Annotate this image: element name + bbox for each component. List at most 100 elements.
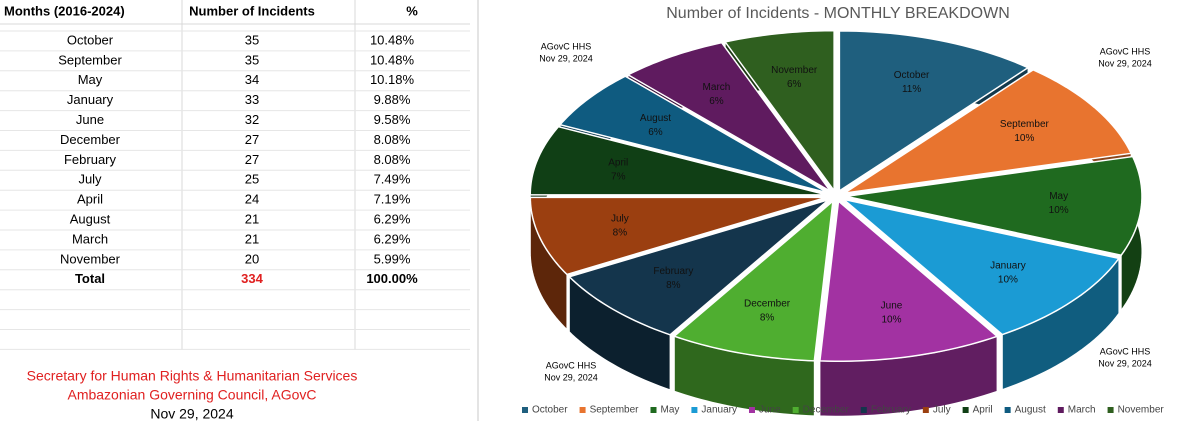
table-cell: 6.29%: [374, 212, 411, 227]
total-cell: 100.00%: [366, 271, 418, 286]
table-cell: 7.49%: [374, 172, 411, 187]
table-cell: 34: [245, 72, 259, 87]
legend-label: August: [1015, 405, 1046, 416]
legend-swatch: [522, 407, 528, 413]
watermark: AGovC HHS: [1100, 346, 1151, 356]
table-cell: 21: [245, 231, 259, 246]
slice-value-label: 10%: [998, 275, 1018, 286]
legend-label: December: [803, 405, 850, 416]
pie: [529, 29, 1143, 417]
legend-swatch: [1057, 407, 1064, 413]
slice-value-label: 10%: [1049, 205, 1069, 216]
table-cell: July: [78, 172, 102, 187]
slice-label: June: [881, 300, 903, 311]
legend-swatch: [691, 407, 698, 413]
watermark: Nov 29, 2024: [1098, 58, 1152, 68]
slice: [529, 196, 827, 276]
table-cell: 7.19%: [374, 192, 411, 207]
slice-label: August: [640, 113, 671, 124]
slice: [626, 41, 832, 193]
table-cell: 10.48%: [370, 32, 415, 47]
table-cell: January: [67, 92, 114, 107]
legend-swatch: [792, 407, 799, 413]
footer-text: Secretary for Human Rights & Humanitaria…: [27, 368, 358, 384]
slice: [529, 125, 827, 196]
total-cell: Total: [75, 271, 105, 286]
table-cell: 21: [245, 212, 259, 227]
legend-label: April: [973, 405, 993, 416]
sheet-grid: [0, 0, 479, 421]
legend-swatch: [860, 407, 867, 413]
table-cell: 6.29%: [374, 231, 411, 246]
slice-label: July: [611, 214, 629, 225]
table-cell: November: [60, 251, 121, 266]
total-cell: 334: [241, 271, 263, 286]
table-cell: 8.08%: [374, 132, 411, 147]
footer-text: Ambazonian Governing Council, AGovC: [67, 387, 316, 403]
table-cell: May: [78, 72, 103, 87]
legend-swatch: [1107, 407, 1114, 413]
table-cell: 10.48%: [370, 52, 415, 67]
table-cell: September: [58, 52, 122, 67]
table-cell: 27: [245, 152, 259, 167]
legend-label: February: [871, 405, 911, 416]
legend-swatch: [579, 407, 586, 413]
slice-label: November: [771, 65, 818, 76]
slice-label: January: [990, 261, 1026, 272]
slice: [845, 155, 1143, 257]
slice: [838, 30, 1030, 193]
table-cell: 35: [245, 52, 259, 67]
slice-value-label: 10%: [881, 314, 901, 325]
slice-value-label: 8%: [760, 312, 775, 323]
slice: [558, 75, 829, 194]
legend-swatch: [650, 407, 657, 413]
slice: [672, 199, 834, 362]
slice-value-label: 6%: [709, 96, 724, 107]
watermark: AGovC HHS: [541, 41, 592, 51]
column-header: %: [406, 3, 418, 18]
legend-label: June: [759, 405, 781, 416]
table-cell: August: [70, 212, 111, 227]
column-header: Number of Incidents: [189, 3, 315, 18]
chart-title: Number of Incidents - MONTHLY BREAKDOWN: [666, 5, 1010, 22]
table-cell: 9.58%: [374, 112, 411, 127]
legend-label: July: [933, 405, 951, 416]
legend-label: January: [701, 405, 737, 416]
legend-label: March: [1068, 405, 1096, 416]
slice-value-label: 7%: [611, 171, 626, 182]
table-cell: June: [76, 112, 104, 127]
table-cell: 35: [245, 32, 259, 47]
slice-value-label: 6%: [787, 79, 802, 90]
table-cell: 5.99%: [374, 251, 411, 266]
slice-value-label: 10%: [1014, 133, 1034, 144]
footer-text: Nov 29, 2024: [150, 406, 233, 421]
slice-label: May: [1049, 191, 1068, 202]
legend-label: October: [532, 405, 568, 416]
legend-swatch: [1004, 407, 1011, 413]
slice-label: April: [608, 157, 628, 168]
watermark: Nov 29, 2024: [544, 372, 598, 382]
slice-value-label: 11%: [902, 84, 921, 95]
table-cell: 20: [245, 251, 259, 266]
table-cell: March: [72, 231, 108, 246]
table-cell: April: [77, 192, 103, 207]
legend-label: May: [661, 405, 680, 416]
legend-swatch: [922, 407, 929, 413]
legend-swatch: [962, 407, 969, 413]
slice-value-label: 6%: [648, 127, 663, 138]
legend-label: September: [590, 405, 640, 416]
slice: [723, 29, 835, 193]
slice: [819, 199, 999, 362]
slice-label: December: [744, 298, 791, 309]
slice-label: February: [653, 266, 693, 277]
slice-label: October: [894, 70, 930, 81]
table-cell: 24: [245, 192, 259, 207]
table-cell: 25: [245, 172, 259, 187]
table-cell: October: [67, 32, 114, 47]
column-header: Months (2016-2024): [4, 3, 125, 18]
table-cell: 10.18%: [370, 72, 415, 87]
watermark: AGovC HHS: [1100, 46, 1151, 56]
slice: [844, 68, 1133, 194]
slice-label: March: [703, 82, 731, 93]
